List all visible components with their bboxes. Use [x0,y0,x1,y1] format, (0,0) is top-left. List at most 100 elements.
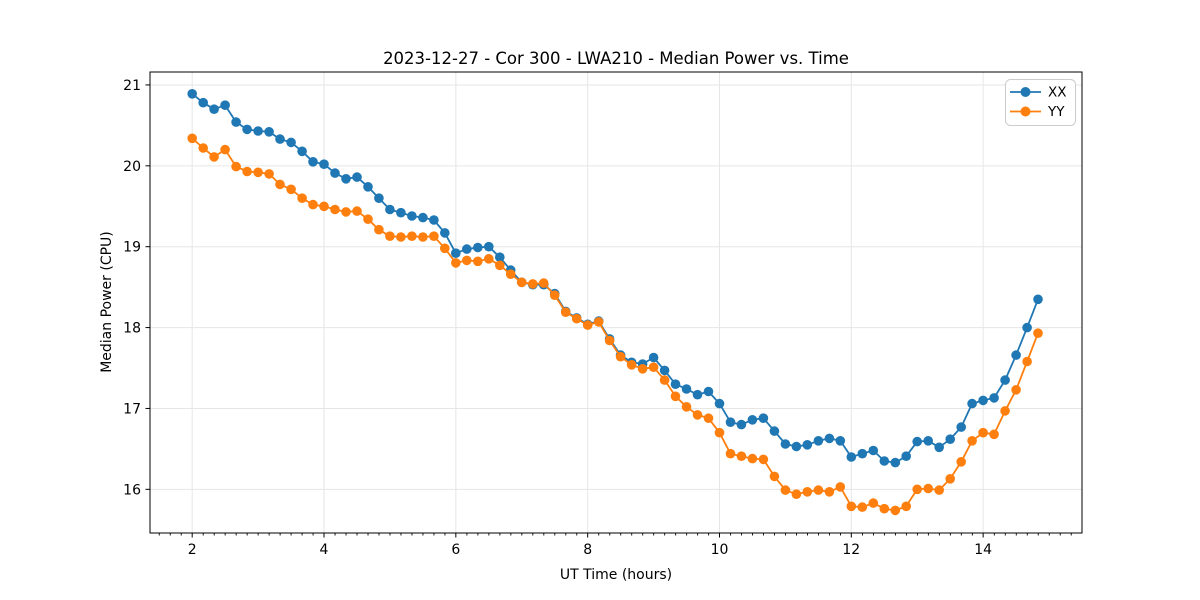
y-tick-label: 19 [123,240,141,256]
y-tick-label: 20 [123,159,141,175]
data-point-yy [264,169,274,179]
data-point-xx [363,182,373,192]
data-point-yy [648,362,659,373]
data-series [187,89,1043,516]
data-point-yy [231,161,241,172]
data-point-xx [736,419,747,430]
data-point-yy [1011,385,1021,395]
data-point-xx [319,159,329,169]
data-point-yy [868,498,879,508]
data-point-yy [736,451,747,462]
data-point-xx [769,426,780,436]
data-point-yy [505,269,516,280]
data-point-xx [714,398,725,409]
y-tick-label: 16 [123,482,141,498]
data-point-xx [835,436,846,446]
data-point-xx [341,174,351,184]
data-point-xx [374,193,384,203]
data-point-xx [198,97,208,108]
data-point-xx [275,134,285,144]
data-point-xx [967,398,977,409]
data-point-xx [473,242,483,253]
data-point-xx [868,445,879,456]
data-point-yy [967,436,977,446]
legend-marker-xx [1020,87,1031,97]
data-point-xx [495,252,505,262]
data-point-yy [495,260,505,271]
x-tick-label: 2 [188,542,197,558]
chart-title: 2023-12-27 - Cor 300 - LWA210 - Median P… [383,49,849,68]
data-point-xx [923,436,933,446]
data-point-yy [912,484,922,495]
data-point-yy [220,144,230,155]
data-point-yy [286,184,296,195]
data-point-xx [802,440,813,450]
data-point-xx [220,100,230,110]
data-point-xx [1033,294,1043,305]
data-point-yy [725,448,736,459]
data-point-yy [901,501,911,512]
data-point-yy [604,335,615,346]
data-point-xx [418,212,428,223]
data-point-yy [670,391,681,402]
series-xx-markers [187,89,1043,468]
data-point-yy [341,207,351,217]
x-tick-label: 4 [320,542,329,558]
x-tick-label: 14 [974,542,992,558]
data-point-yy [626,360,637,370]
data-point-xx [890,457,901,468]
data-point-yy [615,351,626,362]
data-point-xx [791,441,802,452]
data-point-yy [989,429,999,440]
gridlines [150,72,1082,533]
data-point-yy [484,253,494,264]
data-point-yy [440,243,450,254]
data-point-xx [692,389,703,400]
data-point-yy [945,474,955,484]
data-point-yy [198,143,208,153]
data-point-yy [209,152,219,162]
legend-label-yy: YY [1047,104,1065,120]
data-point-yy [813,485,824,495]
data-point-xx [879,456,890,466]
data-point-yy [462,255,472,266]
x-tick-label: 8 [583,542,592,558]
data-point-yy [429,231,439,241]
data-point-xx [209,104,219,114]
data-point-xx [813,436,824,446]
data-point-xx [747,415,758,425]
data-point-yy [352,206,362,216]
data-point-yy [659,375,670,385]
data-point-yy [769,471,780,482]
data-point-yy [593,317,604,327]
data-point-xx [1000,375,1010,385]
data-point-yy [879,503,890,514]
data-point-xx [780,439,791,449]
data-point-xx [242,124,252,135]
data-point-xx [846,452,857,462]
data-point-xx [429,215,439,225]
data-point-yy [890,505,901,516]
data-point-yy [637,364,648,374]
y-tick-label: 21 [123,78,141,94]
data-point-yy [528,279,538,289]
data-point-yy [396,232,406,242]
data-point-xx [451,248,461,258]
data-point-yy [385,231,395,241]
data-point-yy [418,232,428,242]
data-point-yy [363,214,373,224]
legend-box: XX YY [1005,79,1076,126]
data-point-yy [275,179,285,190]
data-point-yy [802,487,813,497]
data-point-xx [440,228,450,238]
y-tick-label: 18 [123,321,141,337]
data-point-xx [264,127,274,137]
data-point-xx [978,395,988,406]
data-point-yy [791,489,802,500]
data-point-yy [451,258,461,268]
data-point-xx [297,146,307,157]
data-point-yy [473,256,483,267]
data-point-xx [330,168,340,178]
axis-ticks [145,84,1072,538]
